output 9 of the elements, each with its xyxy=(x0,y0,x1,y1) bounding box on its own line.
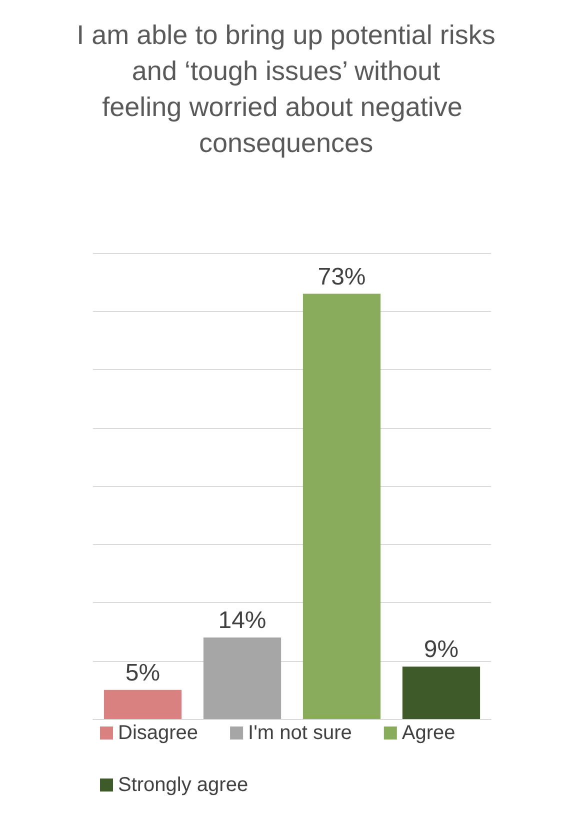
legend-label: I'm not sure xyxy=(248,722,352,744)
legend-label: Agree xyxy=(402,722,456,744)
data-label: 14% xyxy=(218,606,266,634)
legend-label: Disagree xyxy=(118,722,198,744)
legend-label: Strongly agree xyxy=(118,774,248,796)
data-label: 9% xyxy=(424,636,459,664)
data-label: 73% xyxy=(318,263,366,290)
chart-title: I am able to bring up potential risks and ‘tough issues’ without feeling worried about negative consequences xyxy=(76,20,496,158)
data-label: 5% xyxy=(125,659,160,686)
